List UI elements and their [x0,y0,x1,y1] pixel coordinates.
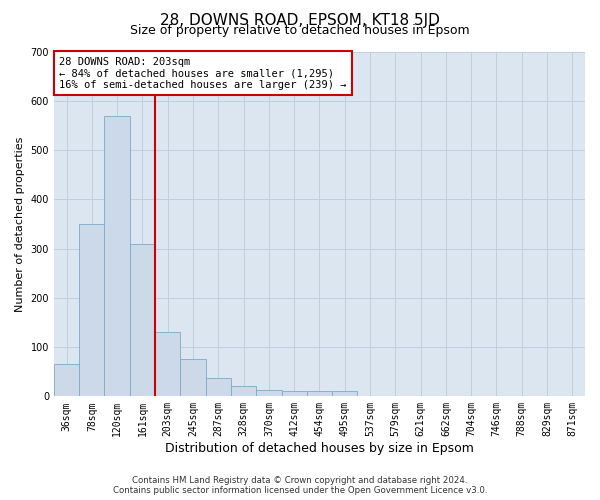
Text: 28 DOWNS ROAD: 203sqm
← 84% of detached houses are smaller (1,295)
16% of semi-d: 28 DOWNS ROAD: 203sqm ← 84% of detached … [59,56,347,90]
Bar [231,386,256,396]
Bar [79,224,104,396]
Text: Size of property relative to detached houses in Epsom: Size of property relative to detached ho… [130,24,470,37]
Bar [104,116,130,396]
Bar [181,360,206,397]
Bar [281,392,307,396]
Bar [206,378,231,396]
Bar [307,392,332,396]
X-axis label: Distribution of detached houses by size in Epsom: Distribution of detached houses by size … [165,442,474,455]
Bar [54,364,79,396]
Bar [256,390,281,396]
Text: 28, DOWNS ROAD, EPSOM, KT18 5JD: 28, DOWNS ROAD, EPSOM, KT18 5JD [160,12,440,28]
Bar [130,244,155,396]
Text: Contains HM Land Registry data © Crown copyright and database right 2024.
Contai: Contains HM Land Registry data © Crown c… [113,476,487,495]
Y-axis label: Number of detached properties: Number of detached properties [15,136,25,312]
Bar [155,332,181,396]
Bar [332,392,358,396]
